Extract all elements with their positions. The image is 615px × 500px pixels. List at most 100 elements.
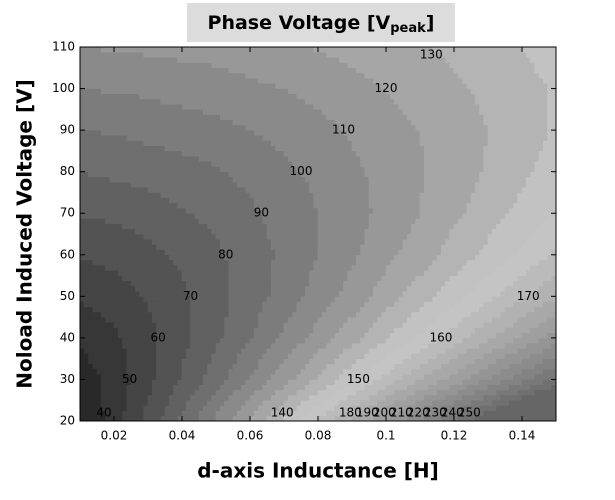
contour-cell <box>258 233 264 240</box>
contour-cell <box>194 410 200 417</box>
contour-cell <box>547 415 553 421</box>
contour-cell <box>147 405 153 411</box>
contour-cell <box>496 316 502 323</box>
contour-cell <box>211 389 217 396</box>
contour-cell <box>296 353 302 359</box>
contour-cell <box>228 379 234 385</box>
contour-cell <box>394 290 400 297</box>
contour-cell <box>309 347 315 354</box>
contour-cell <box>440 384 446 391</box>
contour-cell <box>279 197 285 204</box>
contour-cell <box>207 285 213 292</box>
contour-cell <box>309 176 315 183</box>
contour-cell <box>360 280 366 287</box>
contour-cell <box>381 280 387 287</box>
contour-cell <box>508 254 514 261</box>
contour-cell <box>309 244 315 250</box>
contour-cell <box>279 363 285 370</box>
contour-cell <box>402 296 408 302</box>
contour-cell <box>389 394 395 401</box>
contour-cell <box>266 176 272 183</box>
contour-cell <box>411 249 417 256</box>
contour-cell <box>411 296 417 302</box>
contour-cell <box>508 410 514 417</box>
contour-cell <box>415 264 421 271</box>
contour-cell <box>190 394 196 401</box>
contour-cell <box>190 270 196 276</box>
contour-cell <box>185 280 191 287</box>
contour-cell <box>538 264 544 271</box>
contour-cell <box>496 363 502 370</box>
contour-cell <box>279 202 285 209</box>
contour-cell <box>504 368 510 375</box>
contour-cell <box>275 290 281 297</box>
contour-cell <box>100 394 106 401</box>
contour-cell <box>100 322 106 328</box>
contour-cell <box>211 368 217 375</box>
contour-cell <box>385 368 391 375</box>
contour-cell <box>330 301 336 308</box>
contour-cell <box>313 238 319 245</box>
contour-cell <box>385 394 391 401</box>
contour-cell <box>538 405 544 411</box>
contour-cell <box>300 410 306 417</box>
contour-cell <box>185 347 191 354</box>
contour-cell <box>500 399 506 406</box>
contour-cell <box>398 223 404 230</box>
contour-cell <box>113 212 119 219</box>
contour-cell <box>228 327 234 333</box>
contour-cell <box>530 259 536 266</box>
contour-cell <box>177 264 183 271</box>
contour-cell <box>351 389 357 396</box>
contour-cell <box>275 238 281 245</box>
contour-cell <box>232 322 238 328</box>
contour-cell <box>377 244 383 250</box>
contour-cell <box>283 389 289 396</box>
contour-cell <box>304 249 310 256</box>
contour-cell <box>296 384 302 391</box>
contour-cell <box>317 290 323 297</box>
contour-cell <box>236 327 242 333</box>
contour-cell <box>385 379 391 385</box>
contour-cell <box>513 347 519 354</box>
contour-cell <box>504 415 510 421</box>
contour-cell <box>270 384 276 391</box>
contour-cell <box>551 363 556 370</box>
contour-cell <box>160 384 166 391</box>
contour-cell <box>160 202 166 209</box>
contour-cell <box>185 410 191 417</box>
contour-cell <box>330 399 336 406</box>
contour-cell <box>100 228 106 235</box>
contour-cell <box>202 218 208 224</box>
contour-cell <box>134 197 140 204</box>
contour-cell <box>551 347 556 354</box>
contour-cell <box>143 280 149 287</box>
contour-cell <box>253 316 259 323</box>
contour-cell <box>181 218 187 224</box>
contour-cell <box>474 228 480 235</box>
contour-cell <box>530 332 536 339</box>
contour-cell <box>453 285 459 292</box>
contour-cell <box>415 280 421 287</box>
contour-cell <box>496 347 502 354</box>
contour-cell <box>385 358 391 365</box>
contour-cell <box>347 358 353 365</box>
contour-cell <box>423 363 429 370</box>
contour-cell <box>168 280 174 287</box>
contour-cell <box>168 244 174 250</box>
contour-cell <box>232 368 238 375</box>
contour-cell <box>292 212 298 219</box>
contour-cell <box>343 337 349 344</box>
contour-cell <box>109 353 115 359</box>
contour-cell <box>190 264 196 271</box>
contour-cell <box>423 353 429 359</box>
contour-cell <box>164 415 170 421</box>
contour-cell <box>219 259 225 266</box>
contour-cell <box>508 233 514 240</box>
contour-cell <box>385 254 391 261</box>
contour-cell <box>96 296 102 302</box>
contour-cell <box>164 316 170 323</box>
contour-cell <box>211 181 217 188</box>
contour-cell <box>232 384 238 391</box>
contour-cell <box>334 181 340 188</box>
